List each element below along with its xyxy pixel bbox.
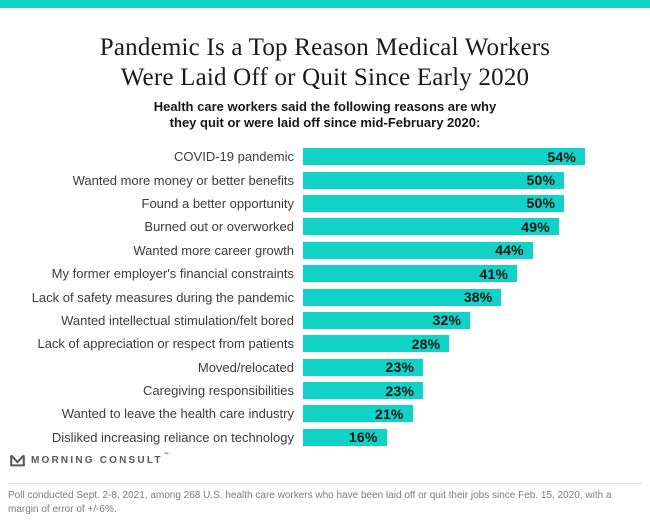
category-label: Moved/relocated: [197, 359, 294, 375]
bar: 21%: [303, 405, 413, 423]
bar: 23%: [303, 358, 424, 376]
bar-row: Wanted more money or better benefits 50%: [0, 168, 650, 191]
bar-row: Lack of safety measures during the pande…: [0, 285, 650, 308]
category-label: Burned out or overworked: [144, 219, 294, 235]
methodology-footnote: Poll conducted Sept. 2-8, 2021, among 26…: [8, 490, 612, 515]
chart-title-line1: Pandemic Is a Top Reason Medical Workers: [99, 34, 551, 61]
bar: 49%: [303, 218, 559, 236]
bar: 16%: [303, 428, 387, 446]
bar-row: My former employer's financial constrain…: [0, 262, 650, 285]
category-label: Caregiving responsibilities: [142, 383, 294, 399]
bar: 50%: [303, 171, 565, 189]
category-label: Lack of appreciation or respect from pat…: [37, 336, 294, 352]
bar-row: Wanted more career growth 44%: [0, 239, 650, 262]
bar-row: Caregiving responsibilities 23%: [0, 379, 650, 402]
category-label: Disliked increasing reliance on technolo…: [51, 429, 294, 445]
chart-title-line2: Were Laid Off or Quit Since Early 2020: [120, 64, 530, 91]
bar: 38%: [303, 288, 502, 306]
category-label: COVID-19 pandemic: [174, 149, 294, 165]
bar-chart: COVID-19 pandemic 54% Wanted more money or…: [0, 145, 650, 449]
bar-value-label: 16%: [348, 429, 378, 446]
footer-divider: [8, 483, 642, 484]
bar-row: Wanted to leave the health care industry…: [0, 402, 650, 425]
brand-name: MORNING CONSULT™: [31, 451, 171, 466]
bar-value-label: 23%: [385, 382, 415, 399]
bar-row: Found a better opportunity 50%: [0, 192, 650, 215]
brand-footer: MORNING CONSULT™: [10, 451, 171, 467]
bar-value-label: 44%: [495, 242, 524, 259]
chart-title: Pandemic Is a Top Reason Medical Workers…: [0, 33, 650, 93]
chart-subtitle: Health care workers said the following r…: [0, 99, 650, 131]
bar-row: Wanted intellectual stimulation/felt bor…: [0, 309, 650, 332]
category-label: Wanted more money or better benefits: [72, 172, 294, 188]
bar-rows: COVID-19 pandemic 54% Wanted more money or…: [0, 145, 650, 449]
bar-value-label: 21%: [375, 405, 404, 422]
morning-consult-logo-icon: [10, 454, 25, 467]
chart-subtitle-line1: Health care workers said the following r…: [153, 99, 497, 114]
bar-row: Moved/relocated 23%: [0, 356, 650, 379]
category-label: Wanted more career growth: [133, 242, 294, 258]
bar-value-label: 28%: [411, 335, 441, 352]
accent-top-stripe: [0, 0, 650, 8]
bar-value-label: 32%: [432, 312, 462, 329]
chart-subtitle-line2: they quit or were laid off since mid-Feb…: [169, 115, 481, 130]
bar-value-label: 49%: [521, 218, 550, 235]
bar-value-label: 23%: [385, 359, 415, 376]
bar: 28%: [303, 335, 450, 353]
bar: 32%: [303, 311, 471, 329]
bar-row: COVID-19 pandemic 54%: [0, 145, 650, 168]
bar-value-label: 38%: [463, 289, 493, 306]
bar: 41%: [303, 265, 518, 283]
category-label: Found a better opportunity: [141, 195, 295, 211]
bar-value-label: 41%: [479, 265, 509, 282]
bar-row: Disliked increasing reliance on technolo…: [0, 426, 650, 449]
bar: 23%: [303, 382, 424, 400]
bar-row: Lack of appreciation or respect from pat…: [0, 332, 650, 355]
bar-value-label: 50%: [526, 172, 556, 189]
bar: 54%: [303, 148, 585, 166]
bar-value-label: 54%: [547, 148, 576, 165]
category-label: Wanted intellectual stimulation/felt bor…: [61, 312, 294, 328]
category-label: Lack of safety measures during the pande…: [31, 289, 294, 305]
trademark-mark: ™: [163, 451, 171, 458]
bar: 44%: [303, 241, 533, 259]
bar: 50%: [303, 194, 565, 212]
category-label: Wanted to leave the health care industry: [61, 406, 294, 422]
bar-row: Burned out or overworked 49%: [0, 215, 650, 238]
bar-value-label: 50%: [526, 195, 556, 212]
category-label: My former employer's financial constrain…: [51, 266, 294, 282]
